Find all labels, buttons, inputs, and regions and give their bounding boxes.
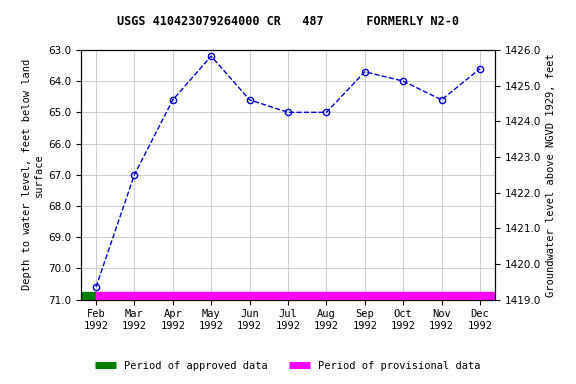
Y-axis label: Groundwater level above NGVD 1929, feet: Groundwater level above NGVD 1929, feet: [545, 53, 556, 296]
Y-axis label: Depth to water level, feet below land
surface: Depth to water level, feet below land su…: [22, 59, 44, 290]
Text: USGS 410423079264000 CR   487      FORMERLY N2-0: USGS 410423079264000 CR 487 FORMERLY N2-…: [117, 15, 459, 28]
Legend: Period of approved data, Period of provisional data: Period of approved data, Period of provi…: [91, 357, 485, 375]
